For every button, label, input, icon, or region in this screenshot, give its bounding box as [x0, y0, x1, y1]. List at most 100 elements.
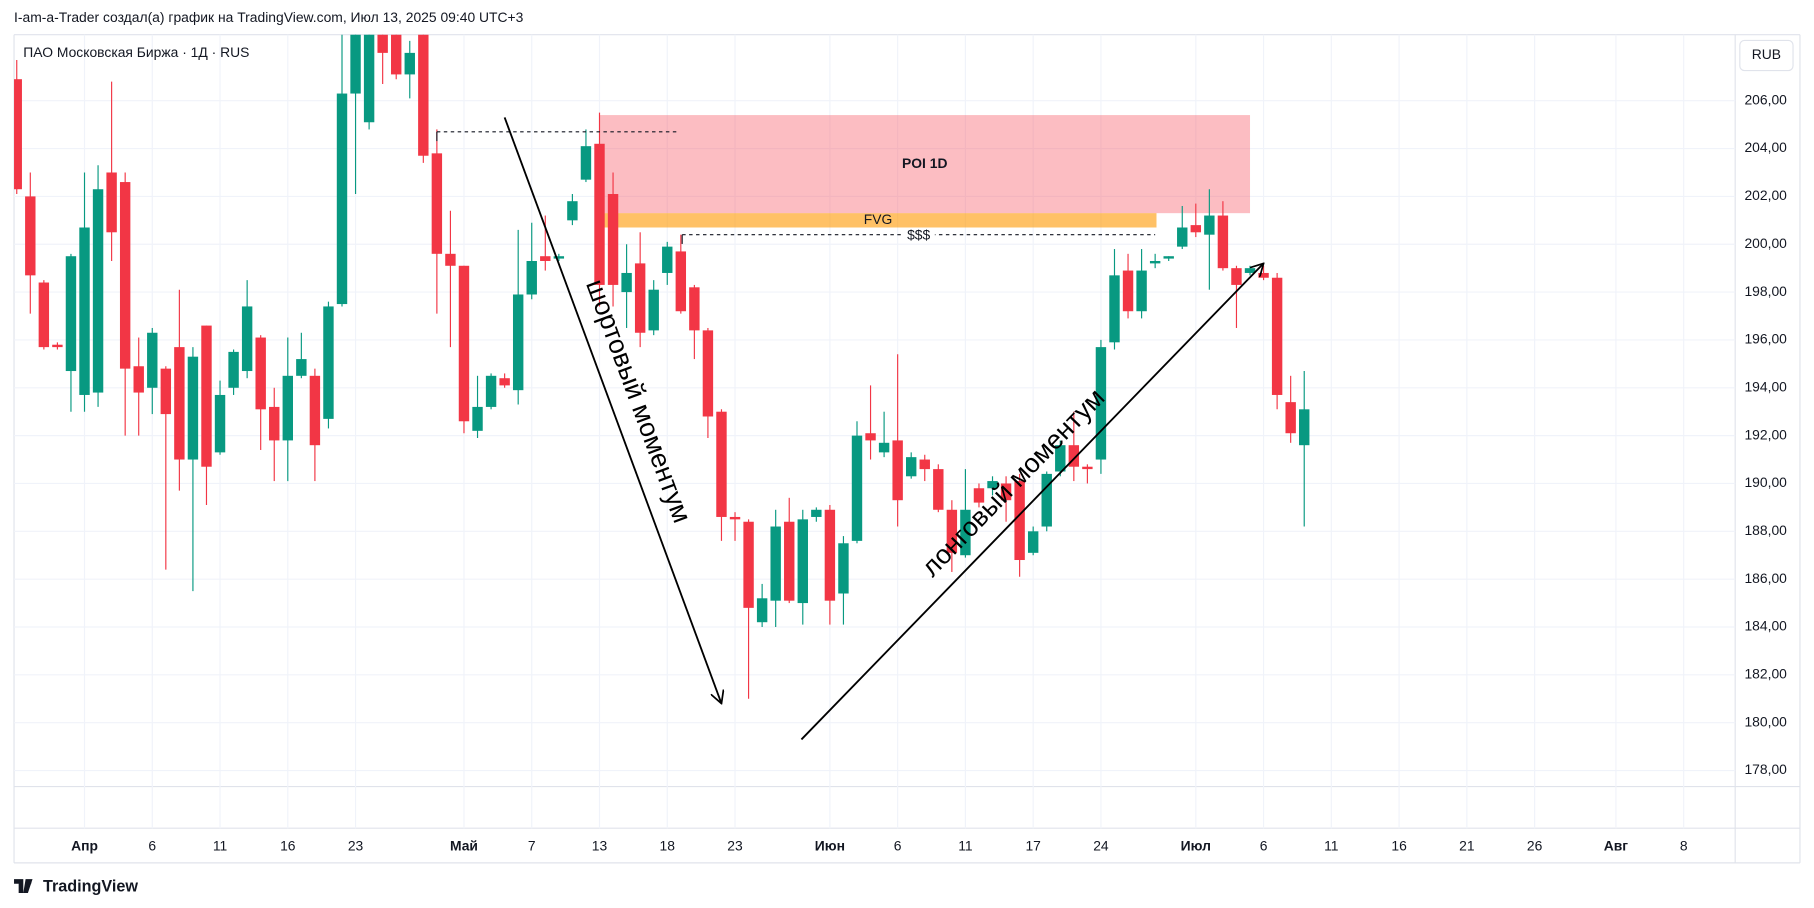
- candle-body: [336, 93, 348, 305]
- candle-body: [1177, 227, 1188, 247]
- candle-body: [119, 182, 131, 369]
- candle-body: [756, 598, 768, 623]
- x-tick-label: 11: [1324, 837, 1339, 853]
- x-tick-label: 11: [213, 837, 228, 853]
- candle-body: [282, 375, 293, 441]
- candle-body: [309, 375, 321, 446]
- x-tick-label: 16: [1391, 837, 1407, 853]
- candle-body: [1204, 215, 1215, 235]
- candle-body: [716, 411, 727, 517]
- candle-body: [648, 289, 659, 331]
- x-tick-label: 24: [1093, 837, 1109, 853]
- candle-body: [1041, 473, 1052, 527]
- candle-body: [1163, 256, 1174, 259]
- candle-body: [1258, 272, 1269, 278]
- x-tick-label: 11: [958, 837, 973, 853]
- y-tick-label: 192,00: [1744, 426, 1787, 442]
- y-tick-label: 180,00: [1744, 713, 1787, 729]
- y-tick-label: 188,00: [1744, 522, 1787, 538]
- candle-body: [255, 337, 266, 410]
- candle-body: [743, 521, 754, 608]
- y-tick-label: 184,00: [1744, 618, 1787, 634]
- candle-body: [472, 406, 483, 431]
- candle-body: [512, 294, 524, 391]
- candle-body: [1014, 481, 1025, 561]
- x-tick-label: 6: [148, 837, 156, 853]
- candle-body: [187, 356, 199, 460]
- candle-body: [1095, 347, 1107, 460]
- candle-body: [404, 52, 415, 75]
- candle-body: [445, 253, 456, 266]
- candle-body: [201, 325, 212, 467]
- y-tick-label: 202,00: [1744, 187, 1787, 203]
- grid: [14, 34, 1736, 829]
- candle-body: [133, 366, 144, 393]
- currency[interactable]: RUB: [1752, 46, 1781, 62]
- candle-body: [1055, 445, 1066, 472]
- candle-body: [431, 153, 443, 254]
- y-tick-label: 178,00: [1744, 761, 1787, 777]
- candle-body: [52, 344, 63, 348]
- x-tick-label: Авг: [1604, 837, 1629, 853]
- candle-body: [770, 526, 781, 601]
- x-tick-label: Июн: [815, 837, 845, 853]
- x-tick-label: Апр: [71, 837, 98, 853]
- y-tick-label: 200,00: [1744, 235, 1787, 251]
- candle-body: [905, 457, 917, 477]
- candle-body: [391, 34, 402, 75]
- candle-body: [824, 509, 836, 601]
- zone-label: POI 1D: [902, 155, 948, 171]
- candle-body: [160, 368, 172, 415]
- x-tick-label: 21: [1459, 837, 1475, 853]
- axes: 178,00 180,00 182,00 184,00 186,00 188,00 190,…: [71, 91, 1787, 853]
- candle-body: [621, 272, 632, 293]
- candle-body: [1217, 215, 1229, 269]
- arrow: [503, 117, 722, 703]
- candle-body: [1190, 225, 1202, 233]
- y-tick-label: 204,00: [1744, 139, 1787, 155]
- candle-body: [851, 435, 863, 541]
- currency-box[interactable]: [1739, 39, 1794, 72]
- candle-body: [485, 375, 497, 407]
- candle-body: [1244, 268, 1256, 273]
- header: I-am-a-Trader создал(а) график на Tradin…: [14, 9, 524, 25]
- footer: TradingView: [43, 877, 138, 895]
- y-tick-label: 186,00: [1744, 570, 1787, 586]
- candle-body: [377, 34, 388, 53]
- candle-body: [553, 256, 565, 259]
- y-tick-label: 194,00: [1744, 378, 1787, 394]
- candle-body: [933, 469, 944, 510]
- zone-label: FVG: [864, 211, 893, 227]
- x-tick-label: 23: [727, 837, 743, 853]
- level-label-bg: [902, 227, 935, 242]
- zone: [599, 115, 1251, 214]
- candle-body: [567, 201, 578, 221]
- candle-body: [987, 481, 998, 489]
- candle-body: [350, 34, 361, 94]
- legend: ПАО Московская Биржа · 1Д · RUS: [23, 44, 249, 60]
- x-tick-label: 18: [660, 837, 676, 853]
- candle-body: [892, 440, 903, 501]
- candle-body: [14, 79, 22, 190]
- candle-body: [689, 287, 700, 331]
- candle-body: [92, 189, 104, 393]
- x-tick-label: 17: [1025, 837, 1041, 853]
- x-tick-label: 8: [1680, 837, 1688, 853]
- candle-body: [540, 256, 551, 261]
- candle-body: [580, 146, 592, 180]
- x-tick-label: Июл: [1181, 837, 1211, 853]
- level-label: $$$: [907, 227, 930, 243]
- candle-body: [1285, 402, 1296, 434]
- candle-body: [241, 306, 253, 372]
- x-tick-label: 26: [1527, 837, 1543, 853]
- arrow: [800, 263, 1263, 741]
- candle-body: [147, 332, 158, 388]
- candle-body: [1136, 270, 1147, 312]
- y-tick-label: 182,00: [1744, 666, 1787, 682]
- candle-body: [797, 519, 808, 604]
- y-tick-label: 206,00: [1744, 91, 1787, 107]
- candle-body: [1231, 268, 1242, 285]
- candle-body: [418, 34, 429, 156]
- candle-body: [1000, 483, 1012, 501]
